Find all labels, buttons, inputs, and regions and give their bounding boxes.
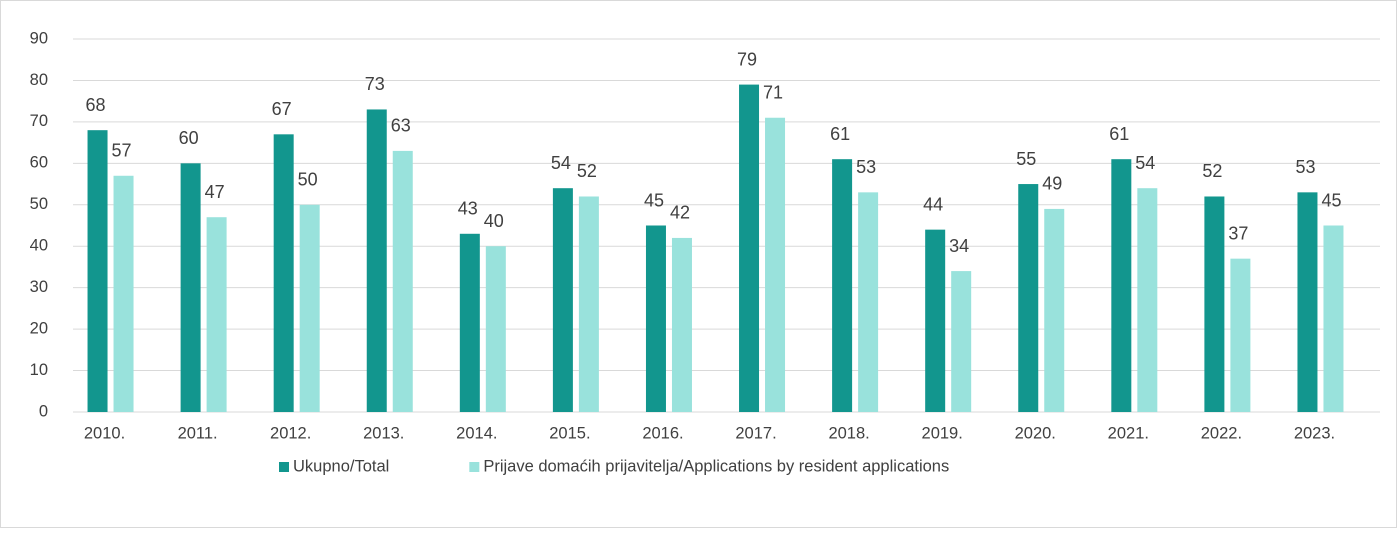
- bar: [645, 225, 666, 412]
- bar: [273, 134, 294, 413]
- bar: [485, 246, 506, 412]
- y-tick-label: 30: [30, 278, 48, 296]
- y-tick-label: 10: [30, 361, 48, 379]
- data-label: 47: [205, 182, 225, 202]
- bar: [1111, 159, 1132, 412]
- x-tick-label: 2011.: [178, 424, 218, 442]
- bar: [739, 84, 760, 412]
- data-label: 45: [644, 190, 664, 210]
- data-label: 45: [1321, 190, 1341, 210]
- bar: [1297, 192, 1318, 412]
- data-label: 71: [763, 82, 783, 102]
- x-tick-label: 2014.: [456, 424, 497, 442]
- data-label: 61: [830, 124, 850, 144]
- bar: [671, 237, 692, 412]
- data-label: 73: [365, 74, 385, 94]
- bar: [765, 117, 786, 412]
- bar: [1044, 208, 1065, 412]
- data-label: 52: [577, 161, 597, 181]
- y-tick-label: 20: [30, 319, 48, 337]
- bar: [832, 159, 853, 412]
- data-label: 52: [1202, 161, 1222, 181]
- data-label: 54: [551, 153, 571, 173]
- data-label: 61: [1109, 124, 1129, 144]
- bar: [858, 192, 879, 412]
- bar: [392, 150, 413, 412]
- x-tick-label: 2010.: [84, 424, 125, 442]
- x-tick-label: 2023.: [1294, 424, 1335, 442]
- data-label: 55: [1016, 149, 1036, 169]
- data-label: 40: [484, 211, 504, 231]
- bar: [206, 217, 227, 412]
- x-tick-label: 2019.: [922, 424, 963, 442]
- y-tick-label: 40: [30, 237, 48, 255]
- y-tick-label: 0: [39, 402, 48, 420]
- x-tick-label: 2015.: [549, 424, 590, 442]
- bar: [1137, 188, 1158, 412]
- data-label: 53: [1295, 157, 1315, 177]
- bar: [925, 229, 946, 412]
- data-label: 60: [179, 128, 199, 148]
- data-label: 44: [923, 194, 943, 214]
- bar: [180, 163, 201, 412]
- data-label: 43: [458, 199, 478, 219]
- data-label: 53: [856, 157, 876, 177]
- x-tick-label: 2020.: [1015, 424, 1056, 442]
- data-label: 34: [949, 236, 969, 256]
- data-label: 42: [670, 203, 690, 223]
- bar: [87, 130, 108, 412]
- bar: [366, 109, 387, 412]
- data-label: 57: [112, 141, 132, 161]
- bar: [459, 233, 480, 412]
- data-label: 63: [391, 116, 411, 136]
- y-tick-label: 70: [30, 112, 48, 130]
- data-label: 54: [1135, 153, 1155, 173]
- bar: [951, 271, 972, 412]
- data-label: 50: [298, 170, 318, 190]
- bar: [1018, 184, 1039, 412]
- y-tick-label: 80: [30, 71, 48, 89]
- x-tick-label: 2021.: [1108, 424, 1149, 442]
- bar: [113, 175, 134, 412]
- data-label: 67: [272, 99, 292, 119]
- y-tick-label: 60: [30, 154, 48, 172]
- x-tick-label: 2012.: [270, 424, 311, 442]
- data-label: 49: [1042, 174, 1062, 194]
- bar: [1204, 196, 1225, 412]
- y-tick-label: 90: [30, 29, 48, 47]
- legend-label: Ukupno/Total: [293, 457, 389, 475]
- data-label: 79: [737, 49, 757, 69]
- data-label: 68: [86, 95, 106, 115]
- bar: [578, 196, 599, 412]
- x-tick-label: 2017.: [735, 424, 776, 442]
- data-label: 37: [1228, 223, 1248, 243]
- legend-swatch: [469, 462, 480, 472]
- x-tick-label: 2022.: [1201, 424, 1242, 442]
- x-tick-label: 2016.: [642, 424, 683, 442]
- legend-swatch: [279, 462, 289, 472]
- legend-label: Prijave domaćih prijavitelja/Application…: [483, 457, 949, 475]
- y-tick-label: 50: [30, 195, 48, 213]
- bar: [299, 204, 320, 412]
- x-tick-label: 2013.: [363, 424, 404, 442]
- bar: [1323, 225, 1344, 412]
- bar: [552, 188, 573, 412]
- bar: [1230, 258, 1251, 412]
- x-tick-label: 2018.: [828, 424, 869, 442]
